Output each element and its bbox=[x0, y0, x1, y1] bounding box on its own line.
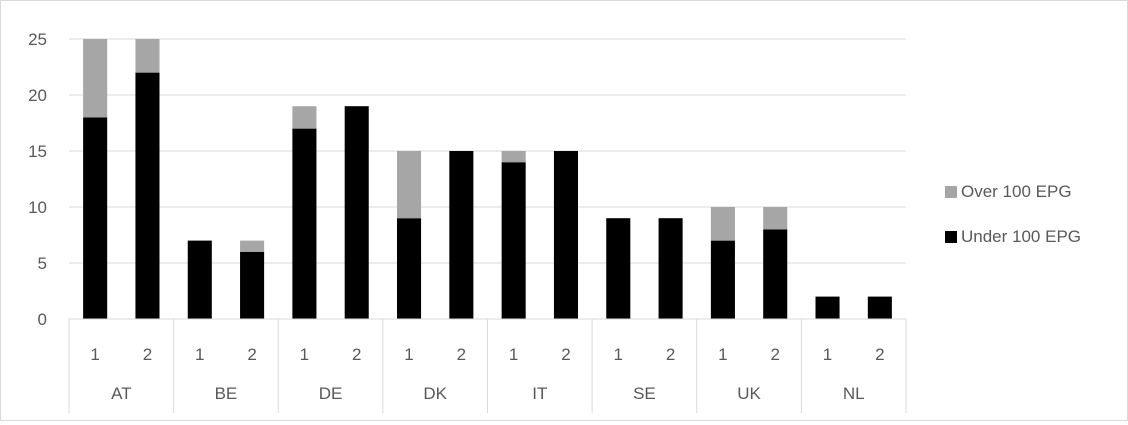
bar-under-100-epg bbox=[606, 218, 631, 319]
x-subcategory-label: 2 bbox=[143, 345, 152, 364]
x-subcategory-label: 2 bbox=[247, 345, 256, 364]
y-tick-label: 25 bbox=[28, 30, 47, 49]
x-subcategory-label: 2 bbox=[561, 345, 570, 364]
y-tick-label: 0 bbox=[38, 310, 47, 329]
bar-under-100-epg bbox=[710, 240, 735, 319]
bar-under-100-epg bbox=[396, 218, 422, 319]
x-group-label: UK bbox=[737, 384, 761, 403]
x-group-label: AT bbox=[111, 384, 131, 403]
bars bbox=[83, 39, 892, 320]
x-subcategory-label: 1 bbox=[509, 345, 518, 364]
bar-over-100-epg bbox=[135, 39, 160, 73]
x-group-label: IT bbox=[532, 384, 547, 403]
y-axis: 0 5 10 15 20 25 bbox=[28, 30, 47, 329]
x-group-label: DE bbox=[319, 384, 343, 403]
bar-under-100-epg bbox=[292, 128, 317, 319]
x-group-label: SE bbox=[633, 384, 656, 403]
bar-over-100-epg bbox=[710, 207, 735, 241]
x-subcategory-label: 1 bbox=[300, 345, 309, 364]
bar-under-100-epg bbox=[135, 72, 160, 319]
legend-swatch bbox=[945, 186, 957, 198]
bar-over-100-epg bbox=[240, 240, 265, 252]
x-group-label: NL bbox=[843, 384, 865, 403]
bar-over-100-epg bbox=[292, 106, 317, 129]
bar-under-100-epg bbox=[658, 218, 683, 319]
bar-under-100-epg bbox=[501, 162, 526, 319]
x-subcategory-label: 2 bbox=[457, 345, 466, 364]
bar-under-100-epg bbox=[763, 229, 788, 319]
x-subcategory-label: 1 bbox=[823, 345, 832, 364]
x-subcategory-label: 1 bbox=[404, 345, 413, 364]
bar-under-100-epg bbox=[83, 117, 108, 320]
y-tick-label: 5 bbox=[38, 254, 47, 273]
bar-under-100-epg bbox=[815, 296, 840, 319]
x-axis: 1 2 1 2 1 2 1 2 1 2 1 2 1 2 1 2 AT BE DE DK IT SE UK NL bbox=[68, 318, 907, 413]
legend-label: Over 100 EPG bbox=[961, 182, 1072, 201]
bar-under-100-epg bbox=[867, 296, 892, 319]
x-subcategory-label: 1 bbox=[195, 345, 204, 364]
x-subcategory-label: 2 bbox=[770, 345, 779, 364]
x-subcategory-label: 1 bbox=[718, 345, 727, 364]
x-subcategory-label: 2 bbox=[666, 345, 675, 364]
legend: Over 100 EPG Under 100 EPG bbox=[945, 182, 1081, 246]
bar-under-100-epg bbox=[187, 240, 212, 319]
bar-under-100-epg bbox=[553, 151, 579, 319]
x-group-label: DK bbox=[423, 384, 447, 403]
legend-label: Under 100 EPG bbox=[961, 227, 1081, 246]
bar-over-100-epg bbox=[763, 207, 788, 230]
x-subcategory-label: 2 bbox=[875, 345, 884, 364]
x-group-label: BE bbox=[215, 384, 238, 403]
y-tick-label: 10 bbox=[28, 198, 47, 217]
x-subcategory-label: 1 bbox=[90, 345, 99, 364]
y-tick-label: 15 bbox=[28, 142, 47, 161]
x-subcategory-label: 1 bbox=[614, 345, 623, 364]
bar-under-100-epg bbox=[240, 251, 265, 319]
bar-under-100-epg bbox=[344, 106, 369, 319]
bar-over-100-epg bbox=[501, 151, 526, 163]
bar-over-100-epg bbox=[396, 151, 422, 219]
bar-under-100-epg bbox=[449, 151, 474, 319]
y-tick-label: 20 bbox=[28, 86, 47, 105]
bar-over-100-epg bbox=[83, 39, 108, 118]
x-subcategory-label: 2 bbox=[352, 345, 361, 364]
legend-swatch bbox=[945, 231, 957, 243]
